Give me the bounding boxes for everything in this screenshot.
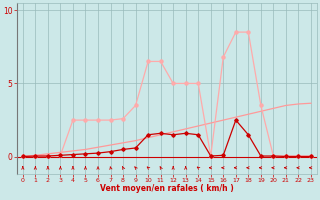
X-axis label: Vent moyen/en rafales ( km/h ): Vent moyen/en rafales ( km/h ) xyxy=(100,184,234,193)
